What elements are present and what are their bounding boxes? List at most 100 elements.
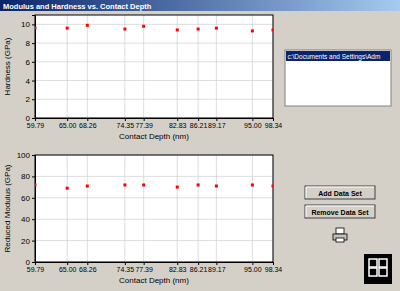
x-tick-label: 95.00	[244, 266, 262, 273]
y-axis-title: Hardness (GPa)	[3, 37, 12, 95]
x-tick: 65.00	[59, 118, 77, 129]
y-tick: 2	[26, 95, 35, 104]
x-tick-label: 65.00	[59, 122, 77, 129]
y-axis: 0246810	[21, 16, 35, 124]
x-tick-label: 77.39	[135, 122, 153, 129]
grid-line-x	[252, 15, 253, 118]
data-point	[123, 28, 126, 31]
y-tick-label: 6	[26, 58, 31, 67]
y-tick-label: 80	[21, 172, 30, 181]
y-tick-label: 60	[21, 194, 30, 203]
grid-line-x	[216, 15, 217, 118]
y-tick-label: 0	[26, 258, 31, 267]
x-tick-label: 86.21	[190, 266, 208, 273]
grid-line-y	[35, 197, 273, 198]
x-tick-label: 68.26	[79, 122, 97, 129]
grid-line-x	[198, 15, 199, 118]
x-tick: 68.26	[79, 118, 97, 129]
x-tick-label: 82.83	[169, 266, 187, 273]
logo-background	[364, 254, 392, 284]
button-label[interactable]: Remove Data Set	[311, 209, 369, 216]
y-tick: 40	[21, 215, 35, 224]
button[interactable]: Remove Data Set	[305, 205, 375, 218]
grid-line-y	[35, 43, 273, 44]
grid-line-y	[35, 176, 273, 177]
y-tick: 4	[26, 77, 35, 86]
y-tick-label: 2	[26, 95, 31, 104]
button-label[interactable]: Add Data Set	[318, 190, 362, 197]
grid-line-y	[35, 99, 273, 100]
file-list-box[interactable]	[285, 50, 391, 106]
grid-line-x	[198, 155, 199, 262]
plot-frame	[35, 155, 273, 262]
x-axis: 59.7965.0068.2674.3577.3982.8386.2189.17…	[27, 262, 283, 273]
x-tick: 74.35	[117, 118, 135, 129]
y-tick: 0	[26, 114, 35, 123]
x-tick-label: 68.26	[79, 266, 97, 273]
file-list-item[interactable]: c:\Documents and Settings\Adm	[288, 53, 381, 61]
grid-line-x	[67, 15, 68, 118]
x-tick-label: 89.17	[208, 266, 226, 273]
grid-line-x	[143, 15, 144, 118]
file-list[interactable]: c:\Documents and Settings\Adm	[285, 50, 391, 106]
grid-line-x	[177, 155, 178, 262]
x-tick: 89.17	[208, 262, 226, 273]
x-tick: 68.26	[79, 262, 97, 273]
data-point	[66, 27, 69, 30]
button-face[interactable]	[305, 205, 375, 218]
x-tick: 86.21	[190, 118, 208, 129]
x-tick-label: 74.35	[117, 122, 135, 129]
x-tick: 98.34	[265, 118, 283, 129]
button-highlight	[306, 206, 374, 217]
data-point	[251, 183, 254, 186]
x-tick-label: 98.34	[265, 266, 283, 273]
x-tick: 74.35	[117, 262, 135, 273]
print-button[interactable]	[333, 228, 347, 242]
grid	[35, 15, 273, 118]
y-tick: 60	[21, 194, 35, 203]
x-tick-label: 98.34	[265, 122, 283, 129]
y-tick-label: 8	[26, 39, 31, 48]
x-tick: 65.00	[59, 262, 77, 273]
x-tick-label: 77.39	[135, 266, 153, 273]
data-point	[176, 186, 179, 189]
title-bar	[0, 0, 400, 11]
grid-line-x	[87, 155, 88, 262]
window-title: Modulus and Hardness vs. Contact Depth	[3, 2, 152, 11]
data-point	[35, 183, 37, 186]
printer-tray[interactable]	[336, 238, 344, 242]
file-list-selection[interactable]	[286, 51, 390, 61]
x-tick: 82.83	[169, 118, 187, 129]
data-point	[123, 183, 126, 186]
x-tick: 95.00	[244, 262, 262, 273]
x-tick-label: 89.17	[208, 122, 226, 129]
x-axis: 59.7965.0068.2674.3577.3982.8386.2189.17…	[27, 118, 283, 129]
grid-line-y	[35, 24, 273, 25]
x-axis-line	[36, 263, 274, 266]
x-tick: 98.34	[265, 262, 283, 273]
x-tick-label: 65.00	[59, 266, 77, 273]
data-point	[66, 187, 69, 190]
button[interactable]: Add Data Set	[305, 186, 375, 199]
plot-background	[35, 15, 273, 118]
grid-line-x	[216, 155, 217, 262]
x-tick-label: 74.35	[117, 266, 135, 273]
x-tick: 89.17	[208, 118, 226, 129]
button-face[interactable]	[305, 186, 375, 199]
grid-line-x	[67, 155, 68, 262]
grid-line-x	[177, 15, 178, 118]
y-tick: 8	[26, 39, 35, 48]
y-tick-label: 4	[26, 77, 31, 86]
grid	[35, 155, 273, 262]
y-axis: 020406080100	[17, 151, 36, 267]
data-point	[142, 25, 145, 28]
x-axis-title: Contact Depth (nm)	[119, 276, 189, 285]
grid-line-y	[35, 80, 273, 81]
y-tick-label: 20	[21, 237, 30, 246]
logo	[364, 254, 392, 284]
points	[35, 183, 273, 189]
y-axis-title: Reduced Modulus (GPa)	[3, 164, 12, 252]
printer-paper[interactable]	[336, 228, 344, 234]
app-window: Modulus and Hardness vs. Contact Depth59…	[0, 0, 400, 291]
x-tick: 77.39	[135, 118, 153, 129]
